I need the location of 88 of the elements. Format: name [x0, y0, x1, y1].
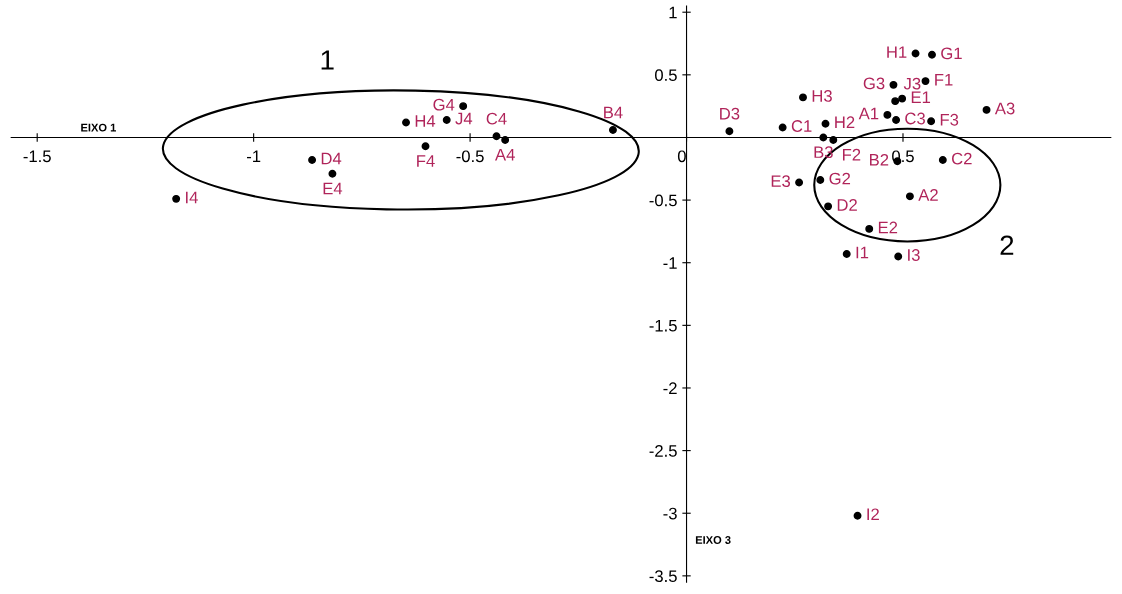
y-tick-label: 0.5 [655, 69, 677, 82]
x-tick-label: -0.5 [456, 150, 484, 163]
point [927, 117, 936, 126]
annotation: A1 [858, 107, 879, 120]
point [921, 77, 930, 86]
point [891, 97, 900, 106]
y-tick-label: -3.5 [649, 570, 677, 583]
annotation: B2 [870, 153, 889, 166]
point [938, 156, 947, 164]
point [459, 102, 468, 111]
annotation: 2 [1000, 235, 1014, 255]
annotation: H1 [887, 46, 907, 58]
y-tick-label: -3 [663, 507, 677, 520]
point [842, 249, 851, 258]
annotation: H2 [835, 116, 855, 128]
annotation: C3 [905, 112, 925, 125]
point [853, 511, 862, 520]
y-tick-label: 1 [669, 6, 677, 19]
annotation: G2 [829, 172, 851, 185]
annotation: I4 [186, 191, 198, 204]
annotation: C1 [791, 120, 812, 132]
point [898, 94, 907, 103]
annotation: A3 [994, 102, 1015, 115]
annotation: A2 [918, 189, 938, 201]
y-tick-label: -2 [663, 382, 677, 395]
point [799, 93, 807, 102]
annotation: B4 [604, 106, 623, 119]
y-tick-label: -1 [663, 257, 677, 269]
annotation: A4 [495, 148, 515, 161]
point [894, 252, 903, 261]
annotation: I1 [856, 246, 869, 259]
point [501, 136, 510, 144]
annotation: H3 [812, 90, 832, 102]
annotation: F4 [417, 155, 435, 167]
annotation: E1 [911, 91, 931, 103]
point [308, 156, 317, 164]
point [865, 224, 874, 233]
annotation: 1 [321, 50, 334, 70]
point [911, 49, 920, 58]
annotation: F1 [935, 73, 953, 86]
point [795, 178, 804, 187]
annotation: F3 [940, 113, 959, 126]
point [982, 105, 991, 114]
annotation: C2 [952, 152, 972, 165]
annotation: B3 [814, 146, 833, 159]
annotation: E2 [878, 221, 898, 234]
annotation: I3 [908, 249, 920, 261]
point [883, 110, 892, 119]
point [824, 202, 833, 211]
point [608, 125, 617, 134]
y-axis-title: EIXO 3 [695, 536, 731, 544]
annotation: F2 [842, 148, 861, 161]
annotation: J4 [455, 112, 473, 125]
point [892, 115, 901, 124]
x-tick-label: 0 [677, 150, 686, 163]
annotation: D4 [321, 152, 342, 165]
annotation: G1 [941, 47, 962, 60]
point [821, 119, 830, 128]
x-axis-title: EIXO 1 [81, 123, 116, 132]
point [172, 194, 181, 203]
x-tick-label: -1 [246, 150, 261, 163]
annotation: I2 [867, 508, 879, 521]
annotation: H4 [415, 115, 436, 127]
point [442, 115, 451, 124]
point [905, 192, 914, 201]
y-tick-label: -1.5 [649, 319, 677, 332]
point [492, 132, 501, 141]
y-tick-label: -2.5 [649, 445, 677, 457]
annotation: E3 [771, 175, 791, 188]
y-tick-label: -0.5 [649, 194, 677, 207]
point [725, 127, 734, 136]
annotation: D2 [837, 199, 857, 211]
point [421, 142, 430, 151]
annotation: G4 [433, 98, 455, 111]
point [889, 80, 898, 89]
point [328, 169, 337, 178]
annotation: D3 [720, 107, 740, 120]
point [819, 133, 828, 142]
annotation: C4 [486, 112, 507, 125]
annotation: G3 [863, 77, 885, 90]
point [778, 123, 787, 132]
x-tick-label: -1.5 [23, 150, 51, 163]
point [402, 118, 410, 127]
annotation: E4 [323, 182, 343, 195]
point [829, 136, 838, 144]
point [816, 176, 825, 184]
point [928, 50, 936, 59]
annotation: J3 [903, 77, 921, 90]
